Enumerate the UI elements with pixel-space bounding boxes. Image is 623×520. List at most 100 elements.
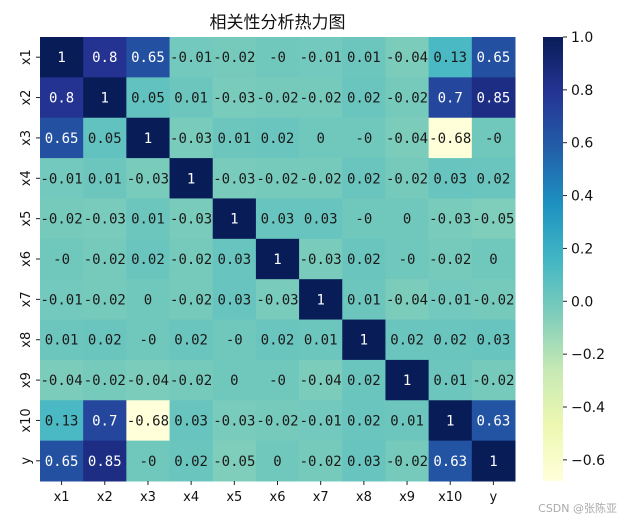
cell-value-label-x10-x6: -0.02: [256, 413, 298, 429]
cell-value-label-x3-x1: 0.65: [45, 131, 79, 147]
heatmap-cell-x7-x2: [83, 279, 127, 321]
cell-value-label-x5-x2: -0.03: [84, 212, 126, 228]
heatmap-cell-x2-x4: [169, 77, 214, 119]
heatmap-cell-x10-x3: [126, 400, 171, 442]
heatmap-cell-x3-x4: [169, 117, 214, 159]
heatmap-cell-x4-x2: [83, 158, 127, 199]
heatmap-cell-x2-x9: [385, 77, 430, 119]
heatmap-cell-x9-x1: [40, 359, 84, 401]
y-tick-label-x1: x1: [19, 49, 34, 65]
cell-value-label-x6-x6: 1: [273, 252, 281, 268]
heatmap-cell-x4-x4: [169, 158, 214, 199]
heatmap-cell-x8-x4: [169, 319, 214, 361]
cell-value-label-x1-x8: 0.01: [347, 50, 381, 66]
cell-value-label-x1-x10: 0.13: [433, 50, 467, 66]
cell-value-label-x1-x9: -0.04: [386, 50, 428, 66]
cell-value-label-x7-x4: -0.02: [170, 292, 212, 308]
cell-value-label-x7-x5: 0.03: [217, 292, 251, 308]
cell-value-label-x6-x10: -0.02: [429, 252, 471, 268]
cell-value-label-x9-x9: 1: [403, 373, 411, 389]
cell-value-label-x8-x7: 0.01: [304, 333, 338, 349]
cell-value-label-x4-x5: -0.03: [213, 171, 255, 187]
heatmap-cell-x3-x10: [428, 117, 473, 159]
cell-value-label-y-x3: -0: [140, 454, 157, 470]
heatmap-cell-y-x7: [299, 440, 343, 482]
y-tick-label-x6: x6: [19, 251, 34, 267]
heatmap-cell-x1-x6: [255, 37, 300, 78]
heatmap-cell-x1-x10: [428, 37, 473, 78]
cell-value-label-x9-x2: -0.02: [84, 373, 126, 389]
cell-value-label-x3-x4: -0.03: [170, 131, 212, 147]
cell-value-label-x10-x2: 0.7: [92, 413, 117, 429]
heatmap-cell-x9-x2: [83, 359, 127, 401]
cell-value-label-x5-x8: -0: [355, 212, 372, 228]
cell-value-label-y-x10: 0.63: [433, 454, 467, 470]
heatmap-cell-x10-x8: [342, 400, 386, 442]
heatmap-cell-x6-y: [471, 238, 516, 280]
heatmap-cell-x8-x8: [342, 319, 386, 361]
heatmap-cell-x3-x7: [299, 117, 343, 159]
cell-value-label-x7-y: -0.02: [472, 292, 514, 308]
heatmap-cell-x1-x9: [385, 37, 430, 78]
cell-value-label-x7-x6: -0.03: [256, 292, 298, 308]
heatmap-cell-x7-y: [471, 279, 516, 321]
heatmap-cell-x6-x4: [169, 238, 214, 280]
cell-value-label-x4-x6: -0.02: [256, 171, 298, 187]
cell-value-label-x5-x7: 0.03: [304, 212, 338, 228]
cell-value-label-x7-x1: -0.01: [41, 292, 83, 308]
heatmap-cell-x4-x3: [126, 158, 171, 199]
cell-value-label-x8-x3: -0: [140, 333, 157, 349]
heatmap-cell-y-x1: [40, 440, 84, 482]
cell-value-label-x8-x4: 0.02: [174, 333, 208, 349]
cell-value-label-x2-x1: 0.8: [49, 91, 74, 107]
cell-value-label-x3-x9: -0.04: [386, 131, 428, 147]
heatmap-cell-x5-x2: [83, 198, 127, 240]
heatmap-cell-x8-x5: [212, 319, 257, 361]
cell-value-label-x5-x1: -0.02: [41, 212, 83, 228]
heatmap-cell-x10-x6: [255, 400, 300, 442]
y-tick-label-x5: x5: [19, 211, 34, 227]
heatmap-cell-x9-x9: [385, 359, 430, 401]
heatmap-cell-x9-y: [471, 359, 516, 401]
cell-value-label-x6-x4: -0.02: [170, 252, 212, 268]
heatmap-cell-x3-x9: [385, 117, 430, 159]
cell-value-label-x5-x4: -0.03: [170, 212, 212, 228]
x-tick-label-x9: x9: [399, 490, 415, 505]
heatmap-cell-x9-x3: [126, 359, 171, 401]
cell-value-label-x5-x9: 0: [403, 212, 411, 228]
heatmap-cell-x2-x8: [342, 77, 386, 119]
heatmap-cell-y-x3: [126, 440, 171, 482]
heatmap-cell-x5-x6: [255, 198, 300, 240]
cell-value-label-x5-x10: -0.03: [429, 212, 471, 228]
cell-value-label-x4-x10: 0.03: [433, 171, 467, 187]
cell-value-label-x10-x9: 0.01: [390, 413, 424, 429]
heatmap-cell-x8-x9: [385, 319, 430, 361]
cell-value-label-x1-x5: -0.02: [213, 50, 255, 66]
heatmap-cell-x5-x4: [169, 198, 214, 240]
y-tick-label-y: y: [19, 457, 34, 465]
heatmap-cell-x2-x1: [40, 77, 84, 119]
cell-value-label-x5-x6: 0.03: [261, 212, 295, 228]
heatmap-cell-x7-x4: [169, 279, 214, 321]
cell-value-label-x4-x1: -0.01: [41, 171, 83, 187]
cell-value-label-y-x2: 0.85: [88, 454, 122, 470]
cell-value-label-x8-x10: 0.02: [433, 333, 467, 349]
cell-value-label-x9-x3: -0.04: [127, 373, 169, 389]
x-tick-label-x3: x3: [140, 490, 156, 505]
cell-value-label-x1-x6: -0: [269, 50, 286, 66]
heatmap-cell-x10-x4: [169, 400, 214, 442]
cell-value-label-x2-x9: -0.02: [386, 91, 428, 107]
cell-value-label-y-x8: 0.03: [347, 454, 381, 470]
heatmap-cell-y-x5: [212, 440, 257, 482]
cell-value-label-x6-x9: -0: [399, 252, 416, 268]
heatmap-cell-x10-x2: [83, 400, 127, 442]
heatmap-cell-y-y: [471, 440, 516, 482]
cell-value-label-x3-x8: -0: [355, 131, 372, 147]
cell-value-label-x9-x7: -0.04: [300, 373, 342, 389]
colorbar-tick-label-3: 0.4: [571, 189, 593, 205]
cell-value-label-x3-x7: 0: [316, 131, 324, 147]
y-tick-label-x4: x4: [19, 170, 34, 186]
cell-value-label-x1-x3: 0.65: [131, 50, 165, 66]
heatmap-cell-x10-x5: [212, 400, 257, 442]
